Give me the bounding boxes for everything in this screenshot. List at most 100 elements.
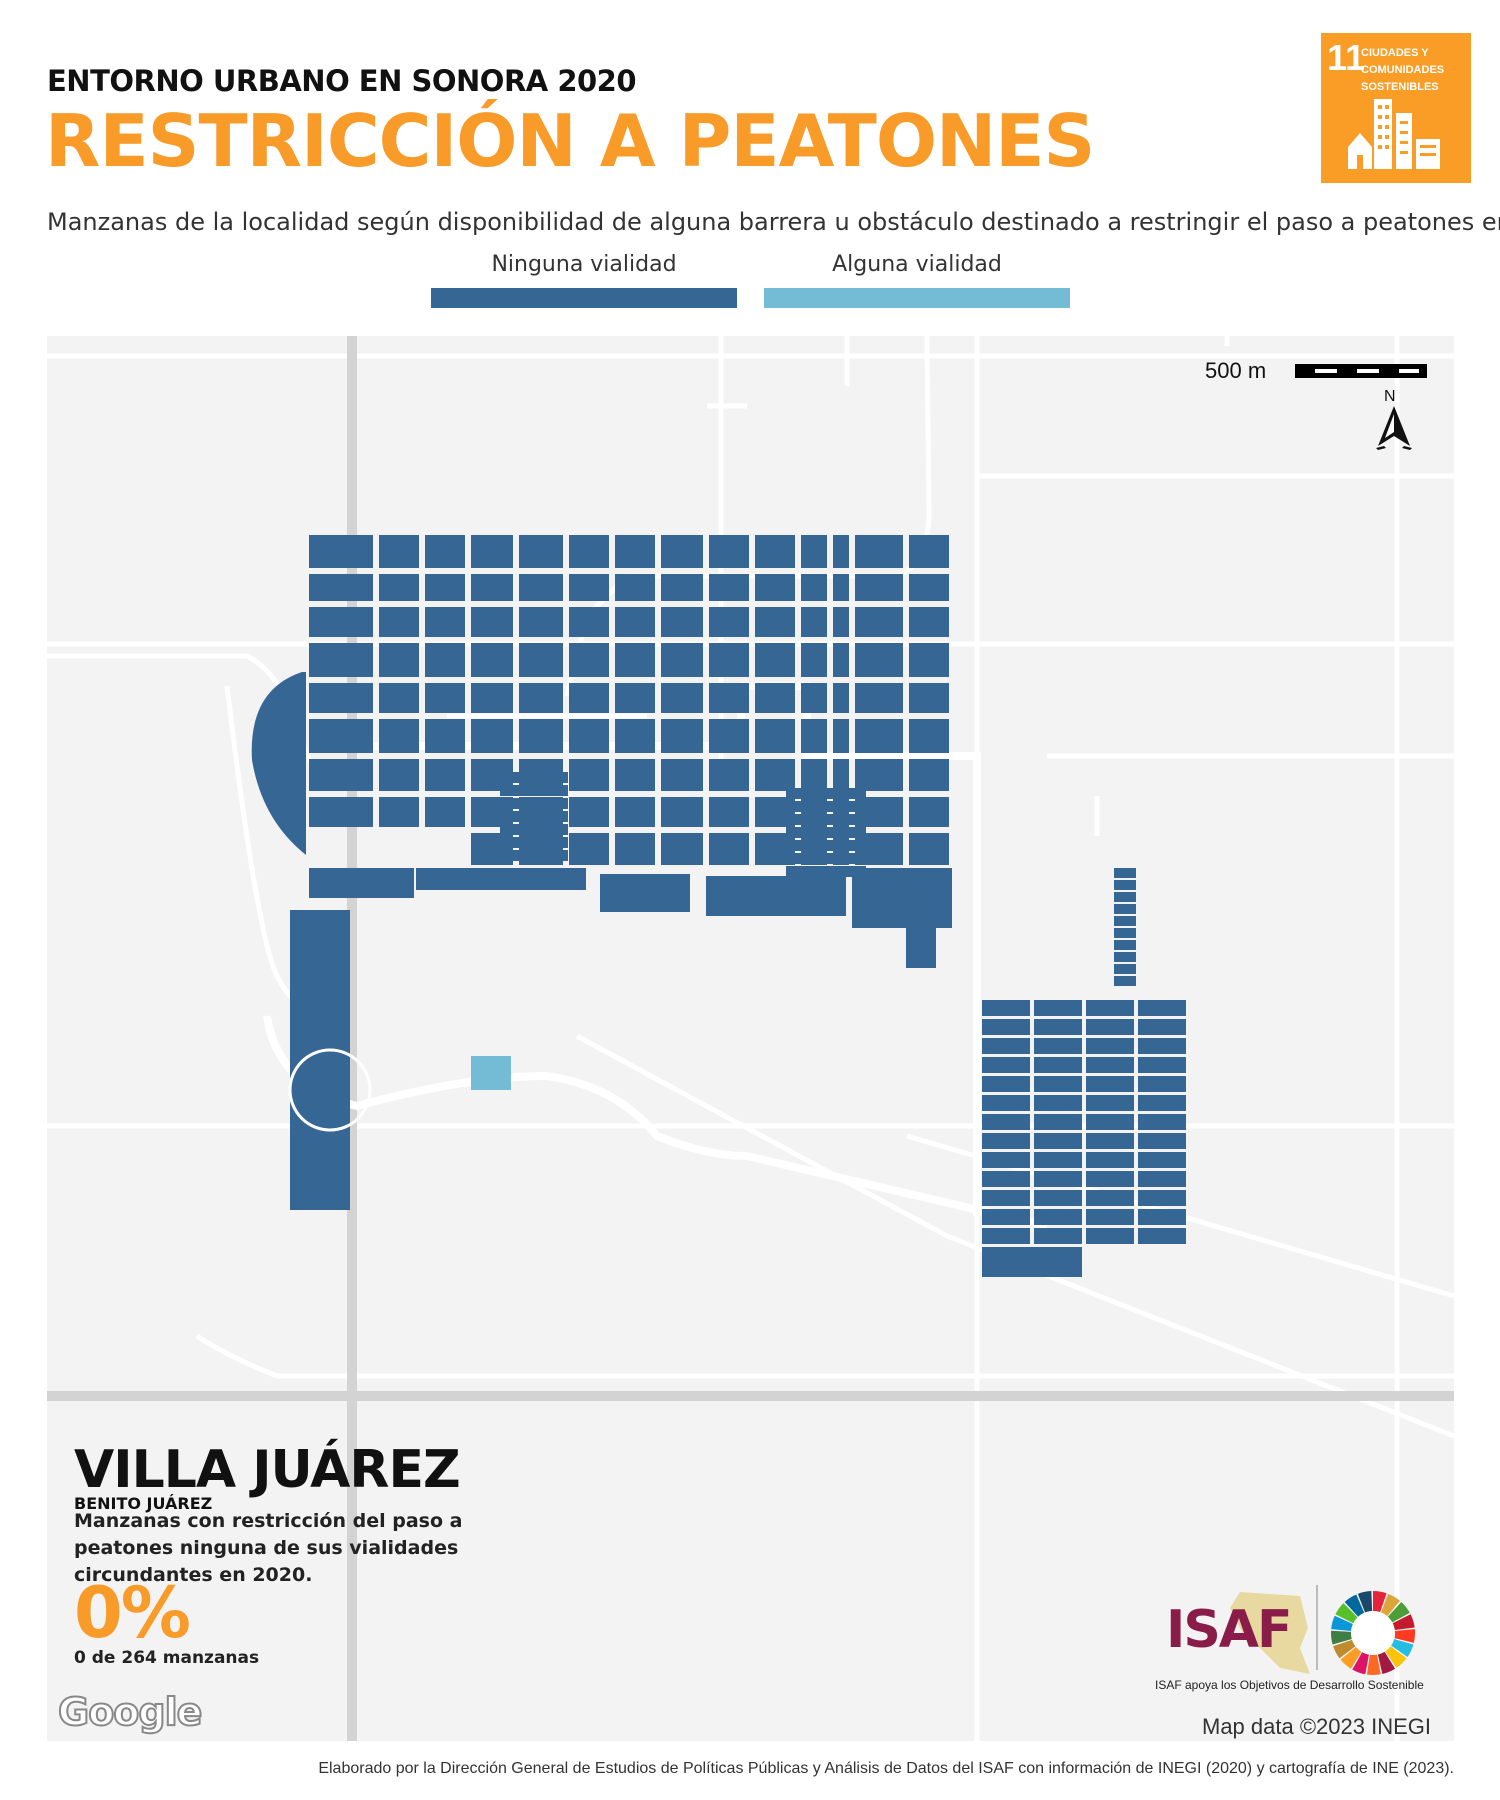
city-block[interactable] <box>1034 1038 1082 1054</box>
city-block[interactable] <box>1138 1114 1186 1130</box>
city-block[interactable] <box>425 683 465 713</box>
city-block[interactable] <box>1086 1076 1134 1092</box>
city-block[interactable] <box>569 643 609 677</box>
city-block[interactable] <box>1114 904 1136 914</box>
city-block[interactable] <box>615 759 655 791</box>
city-block[interactable] <box>909 683 949 713</box>
city-block[interactable] <box>1086 1095 1134 1111</box>
city-block[interactable] <box>982 1038 1030 1054</box>
city-block[interactable] <box>982 1133 1030 1149</box>
city-block[interactable] <box>909 797 949 827</box>
city-block[interactable] <box>755 683 795 713</box>
city-block[interactable] <box>379 535 419 568</box>
city-block[interactable] <box>569 833 609 865</box>
city-block[interactable] <box>1086 1152 1134 1168</box>
map-canvas[interactable] <box>47 336 1454 1741</box>
city-block[interactable] <box>1114 880 1136 890</box>
city-block[interactable] <box>833 607 849 637</box>
city-block[interactable] <box>1086 1057 1134 1073</box>
city-block[interactable] <box>309 574 373 601</box>
city-block[interactable] <box>801 643 827 677</box>
city-block[interactable] <box>661 607 703 637</box>
city-block[interactable] <box>1138 1095 1186 1111</box>
city-block[interactable] <box>1086 1019 1134 1035</box>
city-block[interactable] <box>1086 1000 1134 1016</box>
city-block[interactable] <box>755 607 795 637</box>
city-block[interactable] <box>615 535 655 568</box>
city-block[interactable] <box>1114 940 1136 950</box>
city-block[interactable] <box>982 1171 1030 1187</box>
city-block[interactable] <box>982 1019 1030 1035</box>
city-block[interactable] <box>1138 1000 1186 1016</box>
city-block[interactable] <box>755 574 795 601</box>
city-block[interactable] <box>519 535 563 568</box>
city-block[interactable] <box>755 719 795 753</box>
city-block[interactable] <box>1034 1133 1082 1149</box>
city-block[interactable] <box>425 797 465 827</box>
city-block[interactable] <box>471 574 513 601</box>
city-block[interactable] <box>425 535 465 568</box>
city-block[interactable] <box>519 683 563 713</box>
city-block[interactable] <box>379 643 419 677</box>
city-block[interactable] <box>425 574 465 601</box>
city-block[interactable] <box>709 719 749 753</box>
city-block[interactable] <box>909 719 949 753</box>
city-block[interactable] <box>661 643 703 677</box>
city-block[interactable] <box>500 824 568 835</box>
city-block[interactable] <box>1138 1076 1186 1092</box>
city-block[interactable] <box>615 643 655 677</box>
city-block[interactable] <box>833 719 849 753</box>
city-block[interactable] <box>982 1190 1030 1206</box>
city-block[interactable] <box>471 643 513 677</box>
city-block[interactable] <box>1034 1171 1082 1187</box>
city-block[interactable] <box>801 535 827 568</box>
city-block[interactable] <box>1034 1076 1082 1092</box>
city-block[interactable] <box>786 853 866 864</box>
city-block[interactable] <box>661 759 703 791</box>
city-block[interactable] <box>982 1076 1030 1092</box>
city-block[interactable] <box>709 797 749 827</box>
city-block[interactable] <box>379 607 419 637</box>
city-block[interactable] <box>1086 1114 1134 1130</box>
city-block[interactable] <box>309 607 373 637</box>
highlighted-block[interactable] <box>471 1056 511 1090</box>
city-block[interactable] <box>909 607 949 637</box>
city-block[interactable] <box>1138 1171 1186 1187</box>
city-block[interactable] <box>500 850 568 861</box>
city-block[interactable] <box>909 535 949 568</box>
city-block[interactable] <box>500 811 568 822</box>
city-block[interactable] <box>615 683 655 713</box>
city-block[interactable] <box>1086 1038 1134 1054</box>
city-block[interactable] <box>519 643 563 677</box>
city-block[interactable] <box>1114 976 1136 986</box>
city-block[interactable] <box>855 719 903 753</box>
city-block[interactable] <box>982 1000 1030 1016</box>
city-block[interactable] <box>855 535 903 568</box>
city-block[interactable] <box>569 759 609 791</box>
city-block[interactable] <box>833 759 849 791</box>
city-block[interactable] <box>425 719 465 753</box>
city-block[interactable] <box>379 683 419 713</box>
city-block[interactable] <box>909 759 949 791</box>
city-block[interactable] <box>379 797 419 827</box>
city-block[interactable] <box>615 719 655 753</box>
city-block[interactable] <box>1034 1190 1082 1206</box>
city-block[interactable] <box>309 719 373 753</box>
city-block[interactable] <box>709 759 749 791</box>
city-block[interactable] <box>569 574 609 601</box>
city-block[interactable] <box>1138 1133 1186 1149</box>
city-block[interactable] <box>519 607 563 637</box>
city-block[interactable] <box>471 683 513 713</box>
city-block[interactable] <box>709 643 749 677</box>
city-block[interactable] <box>982 1152 1030 1168</box>
city-block[interactable] <box>1138 1228 1186 1244</box>
city-block[interactable] <box>1034 1228 1082 1244</box>
city-block[interactable] <box>1114 892 1136 902</box>
city-block[interactable] <box>709 574 749 601</box>
city-block[interactable] <box>1138 1190 1186 1206</box>
city-block[interactable] <box>615 797 655 827</box>
city-block[interactable] <box>471 535 513 568</box>
city-block[interactable] <box>982 1247 1082 1277</box>
city-block[interactable] <box>1034 1057 1082 1073</box>
city-block[interactable] <box>833 643 849 677</box>
